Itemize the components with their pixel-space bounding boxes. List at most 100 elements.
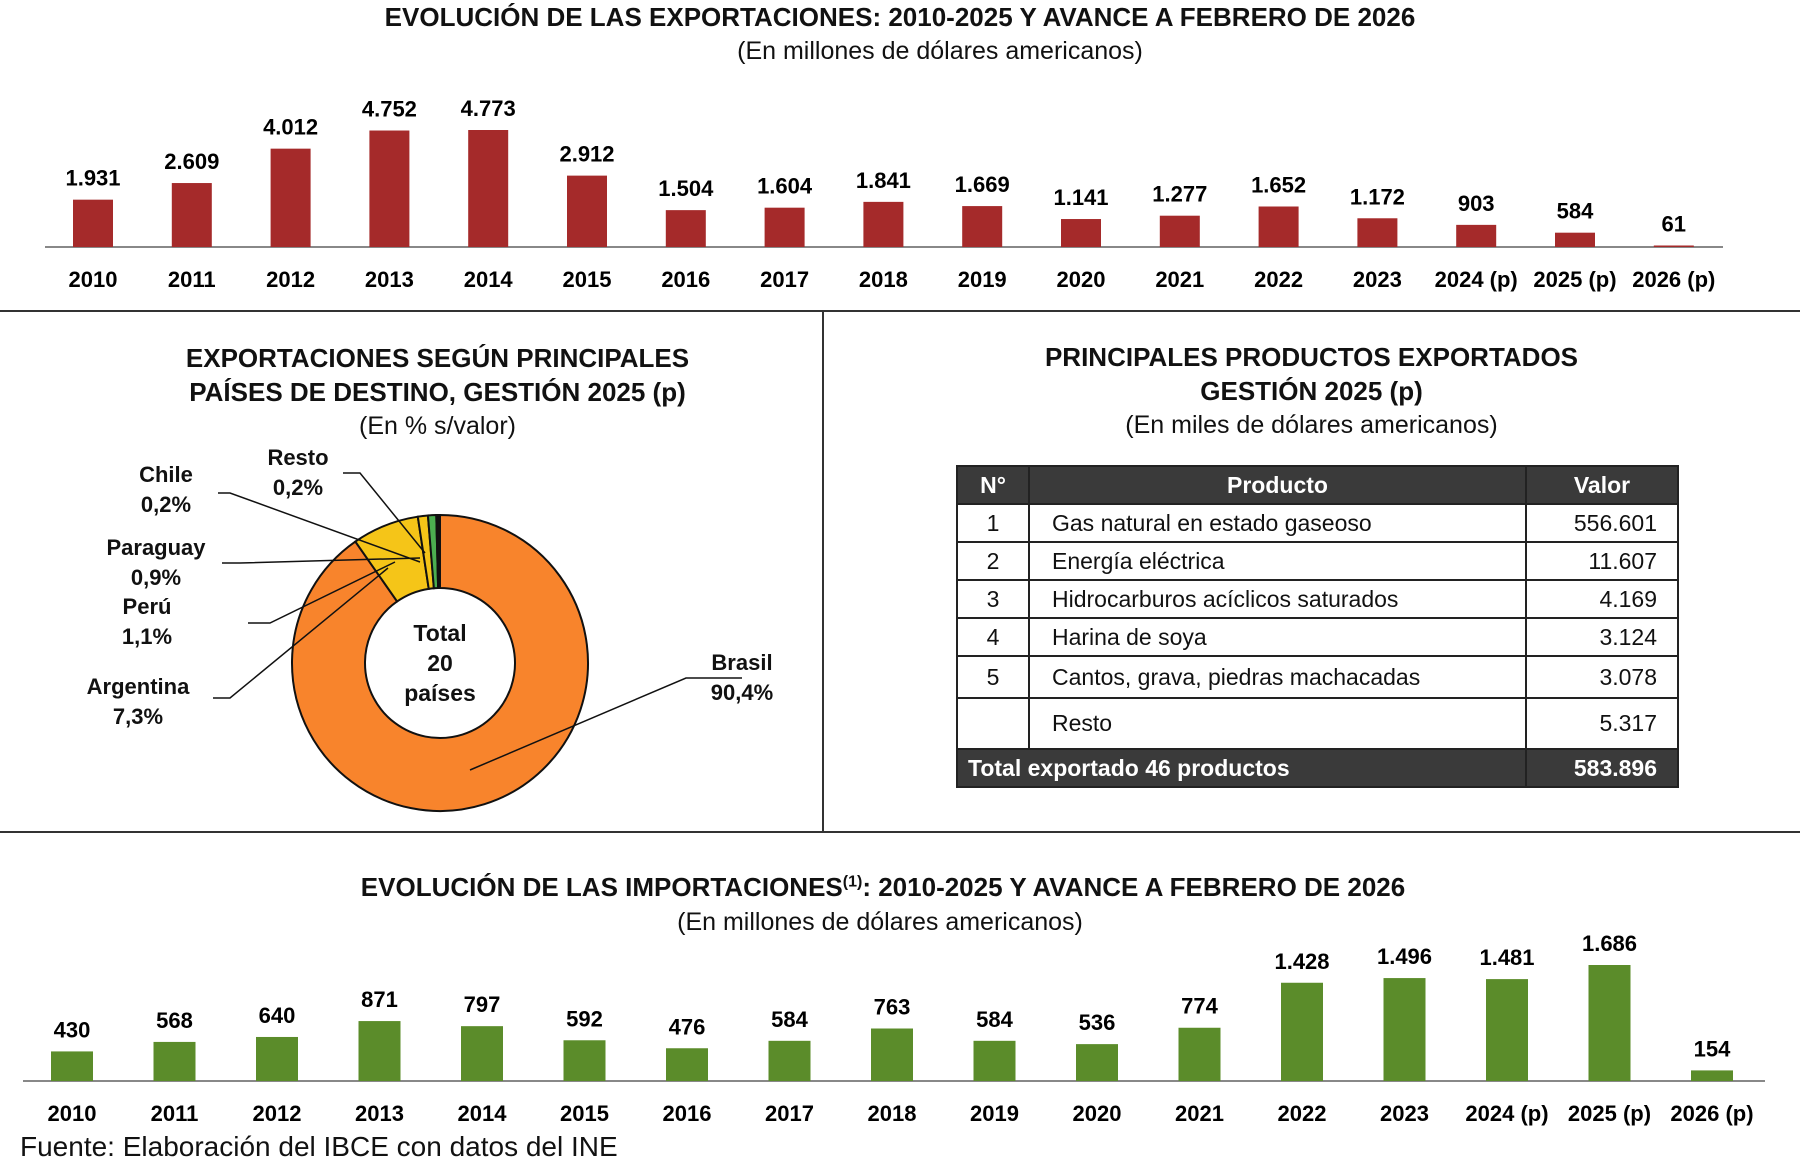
x-tick-label: 2011 — [151, 1101, 199, 1126]
cell-prod: Harina de soya — [1028, 617, 1527, 657]
donut-center-text: Total 20 países — [404, 618, 476, 708]
pie-subtitle: (En % s/valor) — [359, 412, 516, 440]
x-tick-label: 2023 — [1380, 1101, 1429, 1126]
table-total-row: Total exportado 46 productos 583.896 — [956, 748, 1679, 788]
x-tick-label: 2022 — [1278, 1101, 1327, 1126]
x-tick-label: 2021 — [1175, 1101, 1224, 1126]
imports-subtitle: (En millones de dólares americanos) — [677, 908, 1083, 936]
bar — [1691, 1070, 1733, 1081]
bar — [1555, 232, 1595, 247]
pie-label-chile: Chile 0,2% — [139, 460, 193, 520]
imports-title-rest: : 2010-2025 Y AVANCE A FEBRERO DE 2026 — [862, 872, 1406, 902]
table-title-line2: GESTIÓN 2025 (p) — [1200, 376, 1423, 406]
cell-prod: Gas natural en estado gaseoso — [1028, 503, 1527, 543]
exports-bar-chart: 1.931 2010 2.609 2011 4.012 2012 4.752 2013 4.77… — [45, 96, 1723, 292]
cell-val: 3.124 — [1525, 617, 1679, 657]
cell-val: 11.607 — [1525, 541, 1679, 581]
header-number: N° — [956, 465, 1030, 505]
data-label: 1.172 — [1350, 184, 1405, 209]
bar — [1588, 965, 1631, 1081]
bar — [1178, 1027, 1221, 1081]
table-row: Resto 5.317 — [956, 697, 1679, 750]
data-label: 1.481 — [1479, 945, 1534, 970]
slice-name: Argentina — [86, 674, 190, 699]
x-tick-label: 2018 — [859, 267, 908, 292]
pie-label-brasil: Brasil 90,4% — [711, 648, 773, 708]
table-row: 2 Energía eléctrica 11.607 — [956, 541, 1679, 581]
x-tick-label: 2010 — [69, 267, 118, 292]
data-label: 1.652 — [1251, 173, 1306, 198]
bar — [863, 201, 904, 247]
source-footer: Fuente: Elaboración del IBCE con datos d… — [20, 1131, 618, 1162]
data-label: 1.496 — [1377, 944, 1432, 969]
x-tick-label: 2016 — [661, 267, 710, 292]
x-tick-label: 2017 — [760, 267, 809, 292]
bar — [358, 1021, 401, 1081]
bar — [270, 148, 311, 247]
bar — [1076, 1044, 1118, 1081]
divider — [822, 311, 824, 833]
x-tick-label: 2010 — [48, 1101, 97, 1126]
bar — [256, 1036, 298, 1081]
leader-line — [213, 567, 389, 699]
data-label: 1.841 — [856, 168, 911, 193]
x-tick-label: 2019 — [970, 1101, 1019, 1126]
cell-num: 1 — [956, 503, 1030, 543]
bar — [1258, 206, 1299, 247]
x-tick-label: 2026 (p) — [1670, 1101, 1753, 1126]
divider — [0, 831, 1800, 833]
x-tick-label: 2019 — [958, 267, 1007, 292]
slice-pct: 0,9% — [130, 565, 182, 590]
data-label: 61 — [1662, 212, 1686, 237]
table-row: 1 Gas natural en estado gaseoso 556.601 — [956, 503, 1679, 543]
slice-pct: 0,2% — [140, 492, 192, 517]
center-line: 20 — [427, 650, 453, 676]
bar — [171, 183, 212, 247]
bar — [1281, 982, 1323, 1081]
pie-label-argentina: Argentina 7,3% — [87, 672, 190, 732]
imports-title-footnote: (1) — [842, 873, 863, 891]
slice-name: Brasil — [711, 650, 773, 675]
products-table: N° Producto Valor 1 Gas natural en estado… — [956, 465, 1679, 788]
pie-title-line2: PAÍSES DE DESTINO, GESTIÓN 2025 (p) — [189, 377, 686, 407]
pie-label-resto: Resto 0,2% — [267, 443, 328, 503]
x-tick-label: 2020 — [1057, 267, 1106, 292]
leader-line — [469, 677, 742, 771]
cell-prod: Energía eléctrica — [1028, 541, 1527, 581]
data-label: 154 — [1694, 1036, 1731, 1061]
bar — [1456, 224, 1497, 247]
pie-label-paraguay: Paraguay 0,9% — [106, 533, 205, 593]
divider — [0, 310, 1800, 312]
x-tick-label: 2025 (p) — [1533, 267, 1616, 292]
total-label: Total exportado 46 productos — [956, 748, 1527, 788]
x-tick-label: 2021 — [1155, 267, 1204, 292]
imports-title-main: EVOLUCIÓN DE LAS IMPORTACIONES — [360, 872, 843, 902]
slice-name: Paraguay — [106, 535, 206, 560]
bar — [73, 199, 113, 247]
total-value: 583.896 — [1525, 748, 1679, 788]
table-row: 5 Cantos, grava, piedras machacadas 3.078 — [956, 655, 1679, 699]
x-tick-label: 2018 — [868, 1101, 917, 1126]
slice-pct: 90,4% — [710, 680, 774, 705]
center-line: países — [404, 680, 476, 706]
data-label: 1.277 — [1152, 182, 1207, 207]
data-label: 430 — [54, 1017, 91, 1042]
data-label: 1.669 — [955, 172, 1010, 197]
data-label: 903 — [1458, 191, 1495, 216]
bar — [468, 130, 509, 247]
data-label: 584 — [771, 1007, 808, 1032]
cell-val: 5.317 — [1525, 697, 1679, 750]
x-tick-label: 2014 — [464, 267, 514, 292]
cell-prod: Cantos, grava, piedras machacadas — [1028, 655, 1527, 699]
cell-num: 5 — [956, 655, 1030, 699]
data-label: 871 — [361, 987, 398, 1012]
data-label: 1.604 — [757, 174, 813, 199]
data-label: 584 — [1557, 199, 1594, 224]
cell-num: 4 — [956, 617, 1030, 657]
bar — [764, 207, 805, 247]
table-row: 3 Hidrocarburos acíclicos saturados 4.169 — [956, 579, 1679, 619]
pie-title-line1: EXPORTACIONES SEGÚN PRINCIPALES — [185, 343, 690, 373]
data-label: 774 — [1181, 994, 1218, 1019]
slice-brasil — [291, 513, 590, 812]
